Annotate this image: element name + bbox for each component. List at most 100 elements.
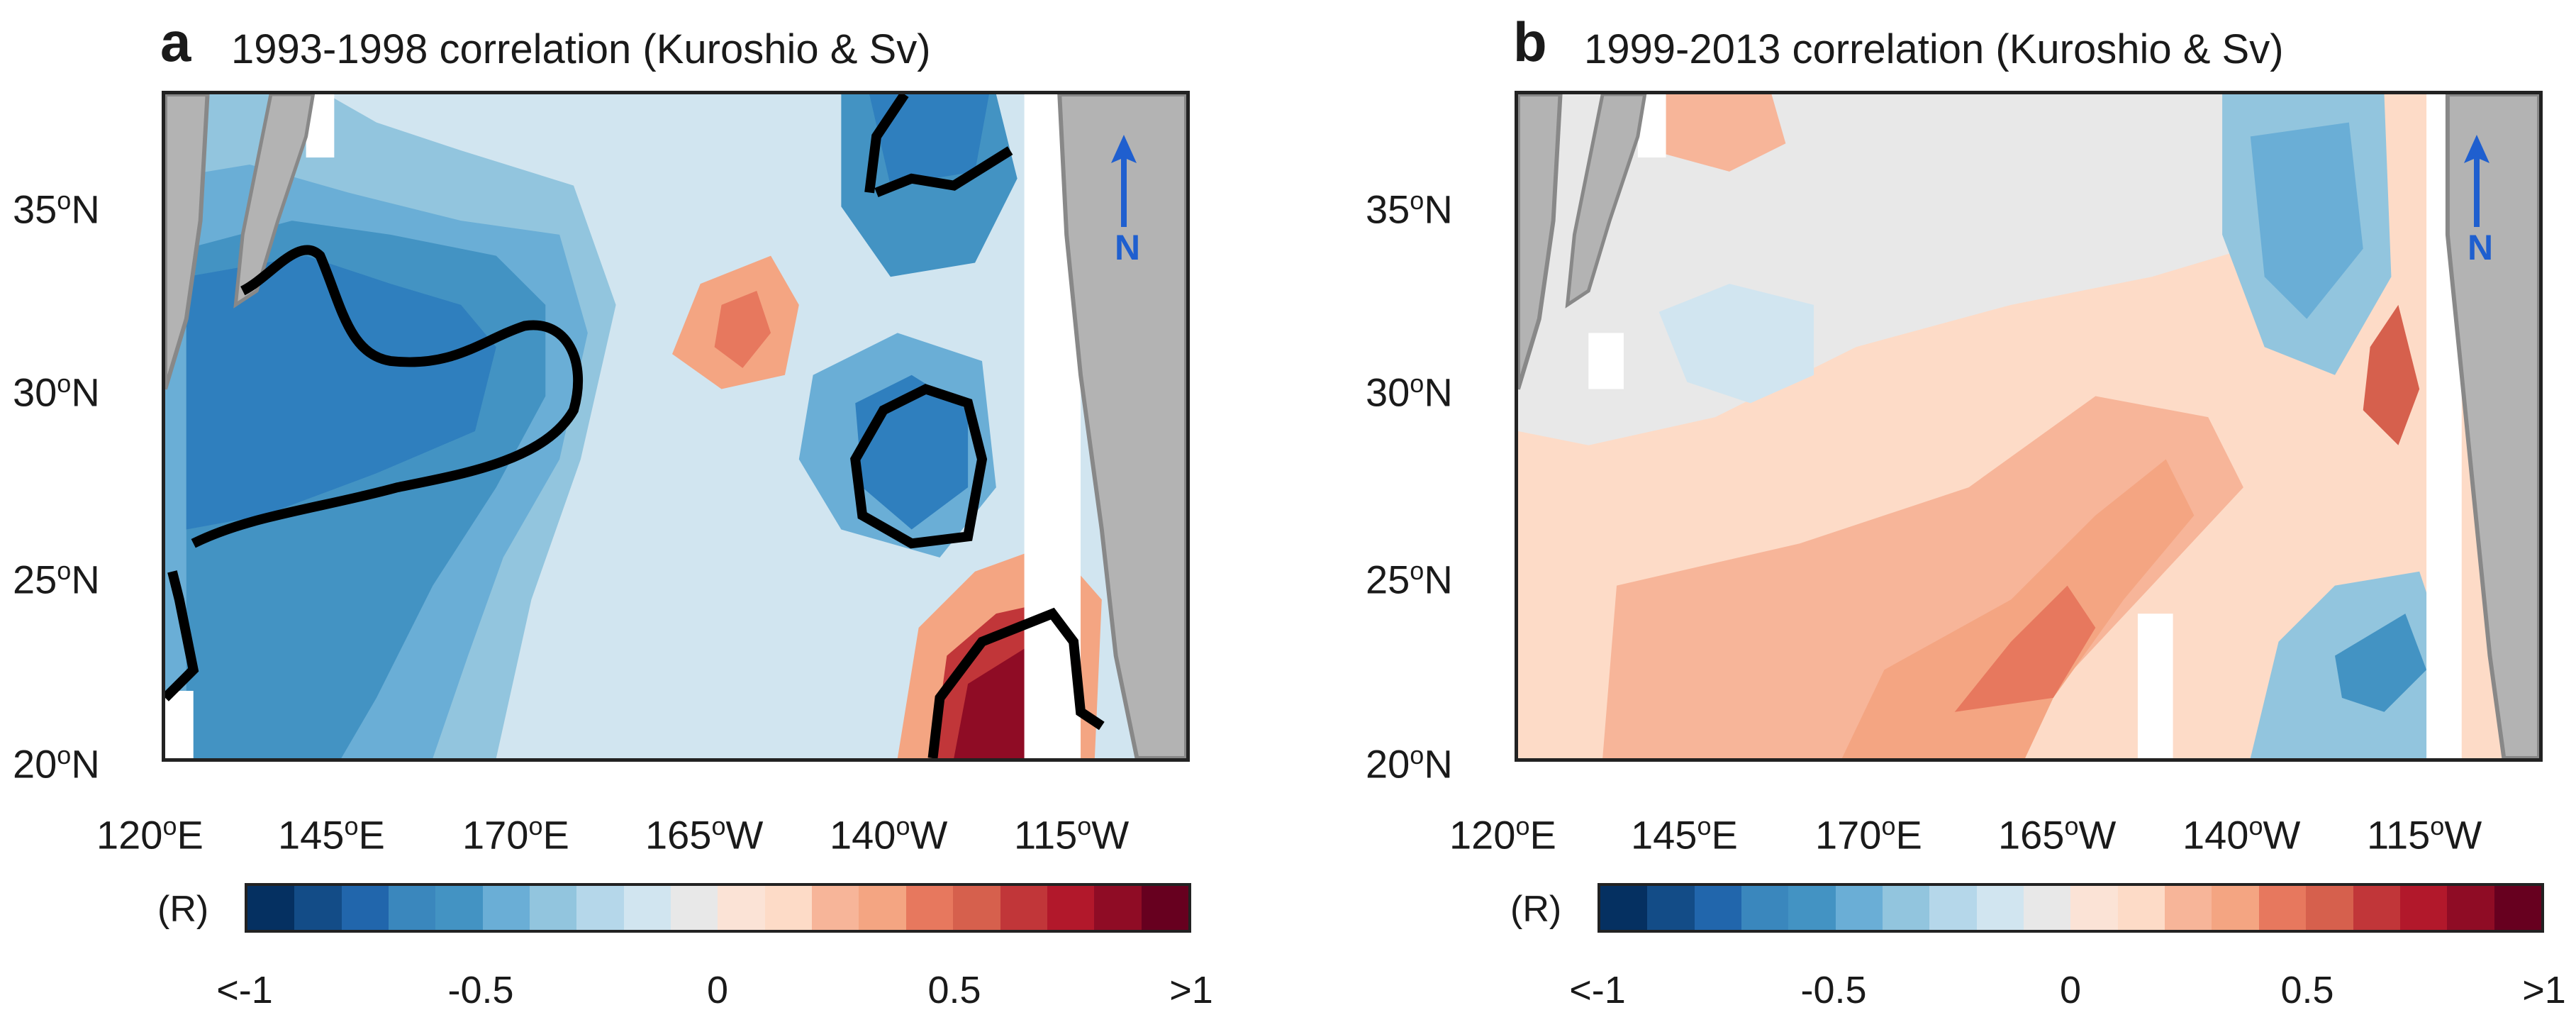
colorbar-swatch	[1694, 886, 1742, 930]
colorbar-swatch	[341, 886, 389, 930]
mask	[1588, 333, 1624, 389]
colorbar-tick: -0.5	[447, 969, 514, 1011]
colorbar-swatch	[764, 886, 813, 930]
north-label: N	[2468, 228, 2494, 267]
colorbar-swatch	[2117, 886, 2165, 930]
colorbar-swatch	[2353, 886, 2400, 930]
colorbar-swatch	[623, 886, 671, 930]
colorbar-swatch	[2494, 886, 2541, 930]
colorbar-swatch	[671, 886, 718, 930]
colorbar-tick: 0.5	[927, 969, 981, 1011]
colorbar	[1598, 883, 2544, 933]
lat-label: 20oN	[13, 740, 100, 787]
colorbar-swatch	[576, 886, 624, 930]
lon-label: 145oE	[1631, 811, 1738, 858]
lon-label: 170oE	[1815, 811, 1922, 858]
lat-label: 35oN	[13, 186, 100, 232]
asia-land	[165, 94, 210, 390]
colorbar-swatch	[2447, 886, 2494, 930]
panel-b: b 1999-2013 correlation (Kuroshio & Sv)	[1353, 0, 2576, 1032]
colorbar-swatch	[2024, 886, 2071, 930]
lat-label: 30oN	[13, 369, 100, 415]
colorbar-label: (R)	[1510, 889, 1562, 930]
west-core	[186, 255, 496, 530]
colorbar-swatch	[1835, 886, 1883, 930]
north-label: N	[1115, 228, 1141, 267]
colorbar-swatch	[1000, 886, 1047, 930]
colorbar-tick: -0.5	[1800, 969, 1867, 1011]
correlation-map	[1515, 91, 2543, 762]
colorbar-swatch	[482, 886, 530, 930]
lat-label: 25oN	[1366, 556, 1453, 602]
colorbar-label: (R)	[157, 889, 209, 930]
colorbar-swatch	[859, 886, 906, 930]
map-svg-a	[165, 94, 1186, 758]
colorbar-swatch	[1976, 886, 2024, 930]
panel-letter: b	[1513, 11, 1547, 73]
lon-label: 165oW	[1998, 811, 2117, 858]
colorbar-swatch	[2306, 886, 2353, 930]
colorbar-swatch	[1047, 886, 1095, 930]
contour-line	[864, 94, 1013, 197]
japan-land	[233, 94, 316, 309]
panel-letter: a	[160, 11, 191, 73]
colorbar-swatch	[294, 886, 342, 930]
mask	[165, 691, 194, 758]
panel-title: 1993-1998 correlation (Kuroshio & Sv)	[231, 26, 931, 72]
colorbar-tick: 0	[2059, 969, 2082, 1011]
colorbar-swatch	[1788, 886, 1836, 930]
north-arrow-icon	[1111, 135, 1137, 227]
colorbar-tick: 0.5	[2280, 969, 2334, 1011]
lon-label: 165oW	[645, 811, 764, 858]
map-svg-b	[1518, 94, 2539, 758]
east-blue-north-core	[869, 94, 989, 186]
colorbar-swatch	[530, 886, 577, 930]
contour-line	[165, 570, 199, 701]
red-core	[1954, 585, 2096, 712]
colorbar-tick: <-1	[216, 969, 273, 1011]
red-coastal	[2363, 304, 2420, 445]
lon-label: 145oE	[278, 811, 385, 858]
blue-patch-west	[1658, 284, 1814, 404]
red-patch-1b	[714, 291, 771, 368]
red-field	[1602, 396, 2243, 758]
red-patch-north	[1644, 94, 1786, 172]
panel-a: a 1993-1998 correlation (Kuroshio & Sv)	[13, 11, 1213, 1011]
colorbar-swatch	[1929, 886, 1977, 930]
colorbar-swatch	[2212, 886, 2259, 930]
colorbar-swatch	[2399, 886, 2448, 930]
lon-label: 140oW	[830, 811, 948, 858]
colorbar-tick: >1	[2522, 969, 2566, 1011]
colorbar-swatch	[247, 886, 295, 930]
colorbar-swatch	[1094, 886, 1142, 930]
lat-label: 35oN	[1366, 186, 1453, 232]
lon-label: 120oE	[1449, 811, 1556, 858]
correlation-map	[162, 91, 1190, 762]
colorbar-swatch	[389, 886, 436, 930]
japan-land	[1565, 94, 1647, 309]
colorbar-swatch	[2165, 886, 2212, 930]
contour-line	[927, 607, 1105, 758]
colorbar-swatch	[905, 886, 954, 930]
lon-label: 140oW	[2182, 811, 2301, 858]
colorbar-swatch	[718, 886, 765, 930]
colorbar-swatch	[1141, 886, 1188, 930]
colorbar-swatch	[1883, 886, 1930, 930]
contour-line	[850, 384, 988, 549]
colorbar-swatch	[435, 886, 483, 930]
lat-label: 30oN	[1366, 369, 1453, 415]
asia-land	[1518, 94, 1563, 390]
colorbar-swatch	[2258, 886, 2307, 930]
lon-label: 115oW	[1014, 811, 1130, 858]
north-america-land	[1057, 94, 1186, 758]
colorbar-swatch	[953, 886, 1000, 930]
colorbar-tick: 0	[706, 969, 729, 1011]
colorbar-swatch	[2070, 886, 2118, 930]
colorbar-swatch	[1600, 886, 1648, 930]
contour-line	[191, 245, 584, 548]
colorbar-tick: <-1	[1569, 969, 1626, 1011]
lat-label: 25oN	[13, 556, 100, 602]
north-arrow-icon	[2464, 135, 2489, 227]
east-blue-north-core	[2250, 122, 2363, 319]
east-blue-south-core	[2335, 614, 2427, 712]
